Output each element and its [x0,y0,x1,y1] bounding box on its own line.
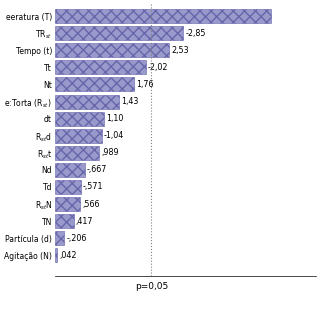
Bar [55,163,85,177]
Text: 1,76: 1,76 [136,80,154,89]
Bar [55,26,183,40]
Bar [55,94,119,108]
Bar [55,146,99,160]
Text: -1,04: -1,04 [104,131,124,140]
Text: ,566: ,566 [83,200,100,209]
Bar [55,77,134,92]
Text: ,042: ,042 [59,251,76,260]
Bar [55,60,146,74]
Bar [55,43,169,57]
Text: -2,85: -2,85 [185,29,206,38]
Text: -,667: -,667 [87,165,108,174]
Text: ,989: ,989 [101,148,119,157]
Text: 1,10: 1,10 [107,114,124,123]
Bar [55,129,102,143]
Text: 2,53: 2,53 [171,46,188,55]
Bar [55,197,80,211]
Bar [55,248,57,262]
Text: -2,02: -2,02 [148,63,168,72]
Text: p=0,05: p=0,05 [135,282,168,291]
Bar [55,214,74,228]
Text: -,206: -,206 [66,234,87,243]
Text: ,417: ,417 [76,217,93,226]
Bar [55,112,104,126]
Bar [55,9,271,23]
Text: -,571: -,571 [83,182,103,191]
Bar [55,231,64,245]
Text: 1,43: 1,43 [121,97,139,106]
Bar [55,180,81,194]
